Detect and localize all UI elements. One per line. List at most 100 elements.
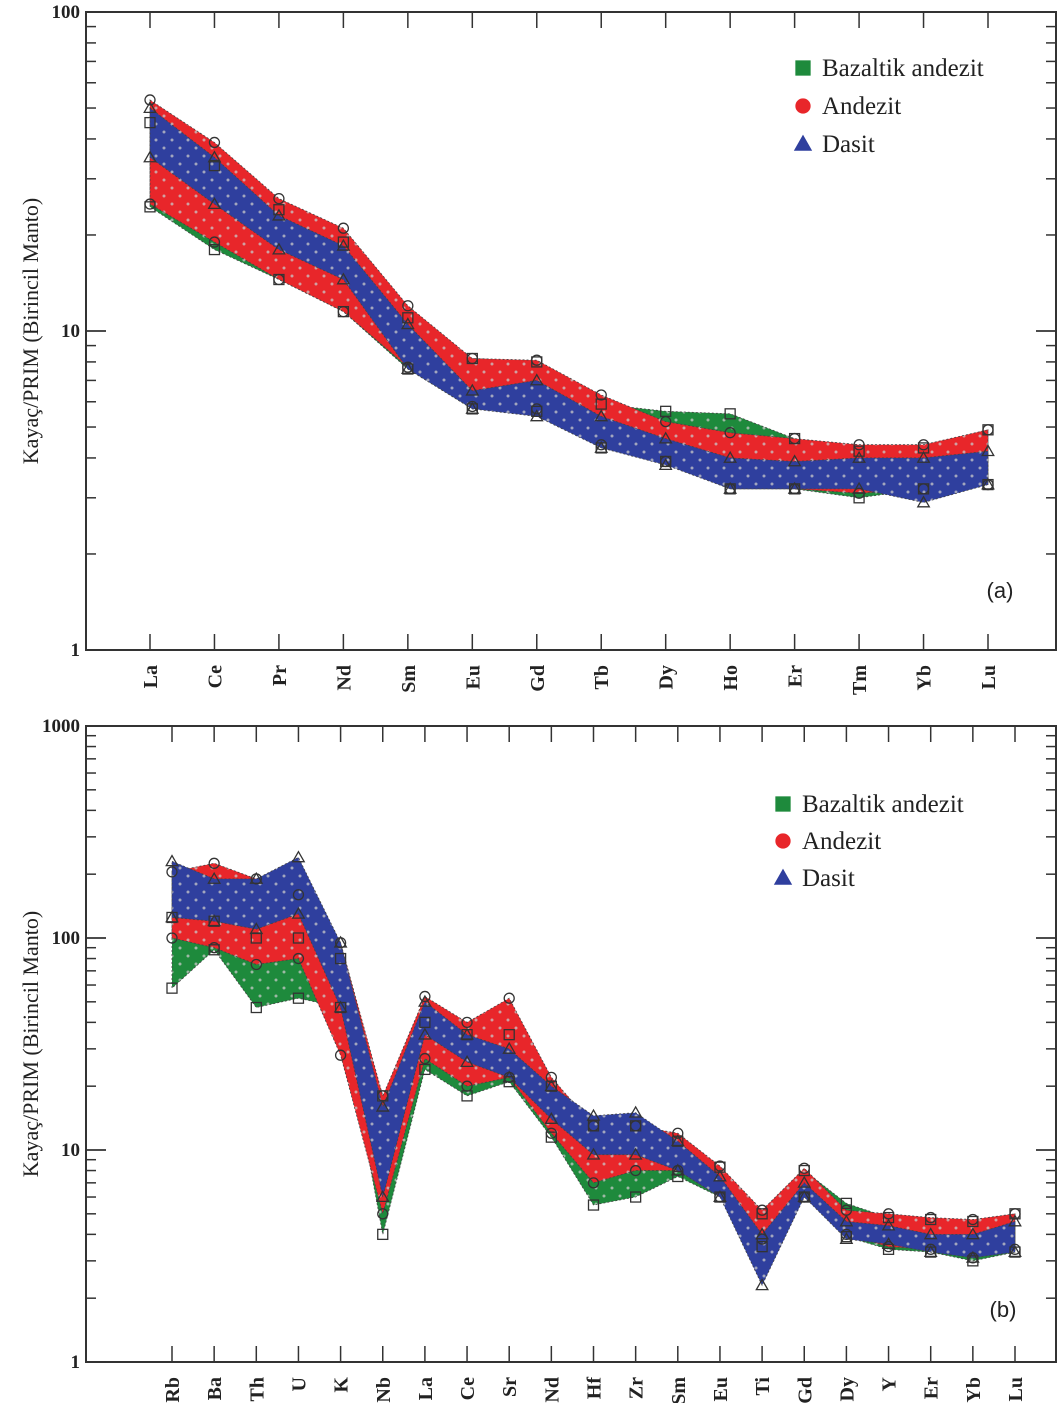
data-point-triangle bbox=[400, 361, 415, 374]
data-point-square bbox=[630, 1191, 642, 1203]
data-point-circle bbox=[724, 427, 736, 439]
y-axis-label: Kayaç/PRIM (Birincil Manto) bbox=[18, 198, 43, 464]
data-point-triangle bbox=[787, 454, 802, 467]
legend-marker-square bbox=[795, 60, 811, 76]
data-point-triangle bbox=[418, 1027, 432, 1040]
legend-marker-triangle bbox=[773, 868, 793, 885]
x-tick-label: Nd bbox=[333, 665, 355, 691]
x-tick-label: Ce bbox=[457, 1377, 479, 1400]
x-tick-label: Eu bbox=[462, 665, 484, 689]
data-point-triangle bbox=[713, 1169, 727, 1182]
data-point-square bbox=[882, 1243, 895, 1255]
data-point-triangle bbox=[916, 495, 931, 508]
data-point-square bbox=[208, 159, 221, 172]
data-point-circle bbox=[208, 136, 221, 149]
x-tick-label: Zr bbox=[626, 1377, 648, 1399]
data-point-circle bbox=[292, 952, 305, 965]
data-point-circle bbox=[853, 439, 865, 451]
legend-marker-triangle bbox=[793, 134, 813, 151]
data-point-triangle bbox=[1008, 1214, 1022, 1227]
data-point-triangle bbox=[923, 1245, 938, 1258]
data-point-triangle bbox=[544, 1079, 559, 1092]
data-point-triangle bbox=[207, 871, 222, 884]
data-point-circle bbox=[466, 400, 478, 413]
data-point-circle bbox=[967, 1213, 979, 1226]
data-point-triangle bbox=[755, 1278, 769, 1291]
data-point-square bbox=[587, 1199, 600, 1211]
data-point-triangle bbox=[881, 1218, 896, 1231]
data-point-circle bbox=[337, 222, 350, 234]
data-point-triangle bbox=[586, 1147, 601, 1160]
legend-label: Bazaltik andezit bbox=[802, 791, 964, 818]
data-point-circle bbox=[1009, 1208, 1021, 1220]
data-point-square bbox=[166, 982, 178, 994]
data-point-triangle bbox=[333, 1000, 348, 1013]
chart-panel-a: 1 10 100 La Ce Pr Nd Sm Eu Gd Tb Dy Ho Er Tm Yb Lu Kayaç/… bbox=[18, 2, 1057, 695]
data-point-circle bbox=[545, 1127, 557, 1139]
data-point-triangle bbox=[529, 409, 544, 422]
data-point-circle bbox=[531, 354, 543, 366]
data-point-circle bbox=[461, 1016, 473, 1029]
data-point-circle bbox=[840, 1228, 853, 1241]
data-point-circle bbox=[630, 1164, 642, 1177]
data-point-circle bbox=[461, 1080, 473, 1092]
legend: Bazaltik andezit Andezit Dasit bbox=[773, 791, 964, 892]
data-point-circle bbox=[798, 1162, 810, 1174]
plot-frame bbox=[85, 725, 1057, 1363]
data-point-circle bbox=[925, 1243, 937, 1255]
data-point-circle bbox=[531, 403, 543, 415]
y-tick-label: 10 bbox=[61, 321, 80, 342]
data-point-triangle bbox=[165, 854, 179, 867]
data-point-square bbox=[208, 243, 221, 256]
data-point-triangle bbox=[333, 935, 348, 948]
x-tick-label: Hf bbox=[584, 1377, 606, 1400]
data-point-circle bbox=[925, 1211, 937, 1224]
data-point-circle bbox=[273, 273, 285, 286]
chart-panel-b: 1 10 100 1000 Rb Ba Th U K Nb La Ce Sr Nd Hf Zr Sm Eu Ti Gd… bbox=[18, 716, 1057, 1403]
data-point-square bbox=[337, 236, 350, 248]
data-point-triangle bbox=[594, 409, 609, 422]
data-point-square bbox=[273, 204, 285, 216]
x-tick-label: U bbox=[288, 1377, 310, 1391]
panel-label: (a) bbox=[987, 578, 1014, 603]
data-point-triangle bbox=[916, 450, 931, 463]
data-point-triangle bbox=[544, 1111, 559, 1124]
data-point-circle bbox=[208, 857, 220, 869]
x-tick-label: Gd bbox=[794, 1377, 816, 1403]
data-point-circle bbox=[419, 990, 431, 1003]
data-point-circle bbox=[545, 1071, 557, 1084]
data-point-triangle bbox=[658, 457, 673, 471]
x-tick-label: Lu bbox=[978, 665, 1000, 689]
x-tick-label: Er bbox=[921, 1377, 943, 1399]
data-point-square bbox=[292, 992, 305, 1004]
data-point-square bbox=[144, 116, 156, 129]
data-point-triangle bbox=[787, 481, 802, 494]
y-tick-label: 100 bbox=[52, 928, 81, 949]
x-tick-label: Ba bbox=[204, 1377, 226, 1400]
data-point-triangle bbox=[1008, 1245, 1022, 1258]
data-point-triangle bbox=[797, 1189, 812, 1202]
data-point-circle bbox=[982, 424, 994, 436]
plot-frame bbox=[85, 11, 1057, 651]
data-point-circle bbox=[660, 415, 672, 428]
x-tick-label: Tm bbox=[849, 665, 871, 695]
data-point-triangle bbox=[207, 196, 222, 210]
data-point-triangle bbox=[465, 383, 480, 396]
y-axis-label: Kayaç/PRIM (Birincil Manto) bbox=[18, 911, 43, 1177]
data-point-triangle bbox=[272, 208, 286, 221]
data-point-circle bbox=[144, 198, 156, 210]
data-point-square bbox=[250, 1001, 262, 1014]
data-point-circle bbox=[595, 389, 607, 401]
data-point-circle bbox=[273, 192, 285, 205]
data-point-triangle bbox=[670, 1134, 685, 1147]
series-band-triangle bbox=[171, 856, 1016, 1287]
x-tick-label: Er bbox=[785, 665, 807, 687]
legend-label: Andezit bbox=[802, 828, 881, 855]
data-point-square bbox=[503, 1029, 515, 1041]
legend: Bazaltik andezit Andezit Dasit bbox=[793, 55, 984, 158]
x-tick-label: Nd bbox=[541, 1377, 563, 1403]
data-point-triangle bbox=[336, 272, 351, 285]
x-tick-label: Pr bbox=[269, 665, 291, 686]
data-point-square bbox=[672, 1170, 684, 1183]
